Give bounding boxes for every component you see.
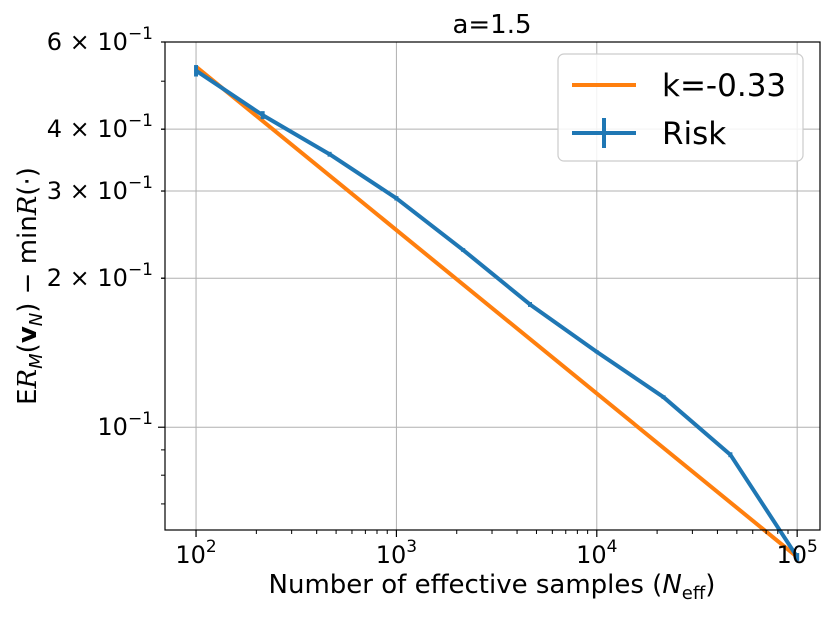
- y-tick-label: 6 × 10−1: [47, 24, 153, 56]
- ticks: [158, 41, 798, 537]
- x-tick-label: 104: [576, 537, 617, 569]
- legend: k=-0.33 Risk: [557, 53, 804, 162]
- plot-series: [194, 65, 800, 561]
- x-tick-label: 105: [776, 537, 817, 569]
- fit-line: [194, 65, 799, 559]
- x-tick-label: 103: [376, 537, 417, 569]
- risk-line: [194, 69, 799, 559]
- y-tick-label: 10−1: [97, 409, 153, 441]
- y-tick-label: 3 × 10−1: [47, 173, 153, 205]
- y-axis-label: ERM(vN) − minR(·): [13, 167, 47, 405]
- x-axis-label: Number of effective samples (Neff): [269, 570, 716, 604]
- legend-label-risk: Risk: [662, 116, 726, 152]
- tick-labels: 102 103 104 105 6 × 10−1 4 × 10−1 3 × 10−1 2 × …: [47, 24, 818, 569]
- y-tick-label: 2 × 10−1: [47, 260, 153, 292]
- chart-title: a=1.5: [452, 10, 531, 40]
- y-tick-label: 4 × 10−1: [47, 111, 153, 143]
- x-tick-label: 102: [175, 537, 216, 569]
- legend-label-fit: k=-0.33: [662, 68, 786, 104]
